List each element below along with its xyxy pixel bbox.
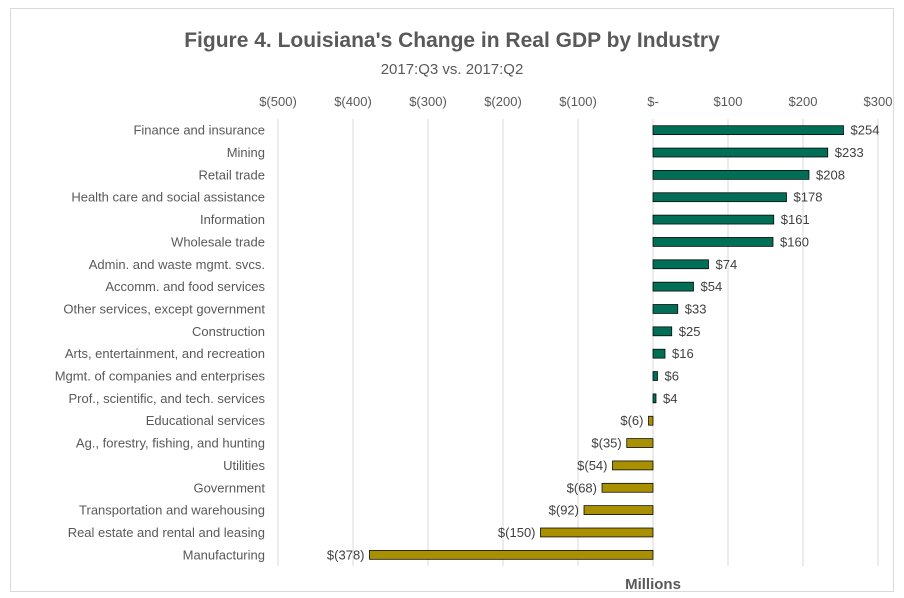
bar [652,170,810,180]
bar [652,348,666,359]
x-axis-label: Millions [625,576,681,593]
x-tick-label: $300 [864,94,893,109]
bar [652,281,694,292]
bar [626,438,654,448]
category-label: Government [193,480,265,495]
category-label: Admin. and waste mgmt. svcs. [89,257,265,272]
bar [601,482,654,493]
data-label: $(92) [549,503,579,518]
data-label: $161 [781,212,810,227]
data-label: $160 [780,234,809,249]
x-tick-label: $(200) [484,94,522,109]
category-label: Other services, except government [63,301,265,316]
data-label: $208 [816,167,845,182]
data-label: $254 [851,123,880,138]
category-label: Retail trade [199,167,265,182]
bar [648,415,654,426]
data-label: $4 [663,391,677,406]
bars [369,125,844,560]
data-label: $(68) [567,480,597,495]
category-label: Wholesale trade [171,234,265,249]
gridlines [277,119,879,566]
data-label: $178 [794,190,823,205]
category-labels: Finance and insurance Mining Retail trade H… [55,123,266,563]
bar [652,214,775,225]
category-label: Accomm. and food services [105,279,265,294]
bar [583,505,654,515]
category-label: Health care and social assistance [71,190,265,205]
category-label: Transportation and warehousing [79,503,265,518]
data-label: $(54) [577,458,607,473]
data-label: $25 [679,324,701,339]
category-label: Manufacturing [183,547,265,562]
data-labels: $254 $233 $208 $178 $161 $160 $74 $54 $33 $25 $16 $… [327,123,880,563]
category-label: Information [200,212,265,227]
data-label: $(378) [327,547,365,562]
chart-title: Figure 4. Louisiana's Change in Real GDP… [184,29,720,52]
data-label: $(6) [620,413,643,428]
bar [652,192,787,203]
bar [652,304,679,314]
bar [369,549,654,560]
category-label: Ag., forestry, fishing, and hunting [76,436,265,451]
chart-subtitle: 2017:Q3 vs. 2017:Q2 [381,61,524,78]
data-label: $33 [685,301,707,316]
bar [652,237,774,247]
data-label: $6 [665,369,679,384]
x-axis-ticks: $(500) $(400) $(300) $(200) $(100) $- $100 $200… [259,94,892,109]
bar [612,460,654,471]
x-tick-label: $- [647,94,659,109]
category-label: Finance and insurance [133,123,265,138]
data-label: $(150) [498,525,536,540]
category-label: Utilities [223,458,265,473]
category-label: Construction [192,324,265,339]
category-label: Prof., scientific, and tech. services [68,391,265,406]
x-tick-label: $(400) [334,94,372,109]
x-tick-label: $(100) [559,94,597,109]
x-tick-label: $200 [789,94,818,109]
chart-frame [10,8,894,592]
category-label: Mining [227,145,265,160]
bar [652,371,658,381]
bar [652,259,709,270]
bar [652,326,673,337]
x-tick-label: $(300) [409,94,447,109]
category-label: Arts, entertainment, and recreation [65,346,265,361]
data-label: $(35) [591,436,621,451]
category-label: Mgmt. of companies and enterprises [55,369,266,384]
x-tick-label: $(500) [259,94,297,109]
data-label: $54 [701,279,723,294]
bar [652,125,844,136]
category-label: Educational services [146,413,266,428]
data-label: $74 [716,257,738,272]
bar [652,393,657,404]
bar [652,147,829,158]
category-label: Real estate and rental and leasing [68,525,265,540]
data-label: $16 [672,346,694,361]
x-tick-label: $100 [714,94,743,109]
data-label: $233 [835,145,864,160]
bar [540,527,654,538]
